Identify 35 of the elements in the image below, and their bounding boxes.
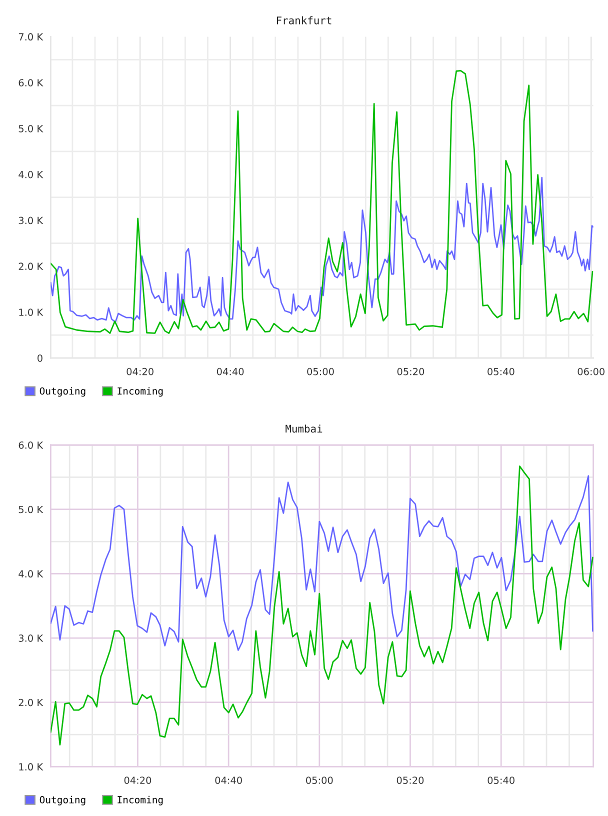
x-tick-label: 04:20: [124, 776, 152, 784]
chart-title: Mumbai: [286, 424, 322, 433]
line-series: [50, 466, 594, 746]
y-tick-label: 7.0 K: [18, 33, 44, 41]
y-tick-label: 2.0 K: [18, 698, 44, 706]
y-tick-label: 4.0 K: [18, 170, 44, 178]
y-tick-label: 6.0 K: [18, 79, 44, 86]
x-tick-label: 05:40: [488, 368, 514, 376]
y-tick-label: 2.0 K: [18, 262, 44, 270]
legend-label: Outgoing: [40, 796, 86, 806]
y-tick-label: 1.0 K: [19, 763, 44, 771]
x-tick-label: 04:40: [216, 368, 244, 376]
x-tick-label: 05:00: [306, 776, 333, 784]
x-tick-label: 04:20: [126, 368, 154, 376]
y-tick-label: 1.0 K: [19, 308, 44, 316]
line-series: [50, 176, 594, 323]
y-tick-label: 3.0 K: [18, 216, 44, 224]
line-series: [50, 70, 594, 334]
y-tick-label: 5.0 K: [18, 506, 44, 514]
y-tick-label: 3.0 K: [18, 634, 44, 642]
legend-label: Outgoing: [40, 387, 86, 397]
y-tick-label: 0: [38, 354, 42, 362]
legend-label: Incoming: [118, 796, 163, 806]
chart-title: Frankfurt: [276, 16, 332, 24]
y-tick-label: 4.0 K: [18, 570, 44, 578]
x-tick-label: 05:20: [397, 368, 424, 376]
y-tick-label: 5.0 K: [18, 124, 44, 132]
x-tick-label: 04:40: [215, 776, 242, 784]
line-series: [50, 475, 594, 651]
legend-label: Incoming: [118, 387, 163, 397]
x-tick-label: 05:40: [488, 776, 514, 784]
x-tick-label: 05:00: [307, 368, 334, 376]
x-tick-label: 05:20: [396, 776, 424, 784]
x-tick-label: 06:00: [578, 368, 604, 376]
y-tick-label: 6.0 K: [18, 441, 44, 449]
